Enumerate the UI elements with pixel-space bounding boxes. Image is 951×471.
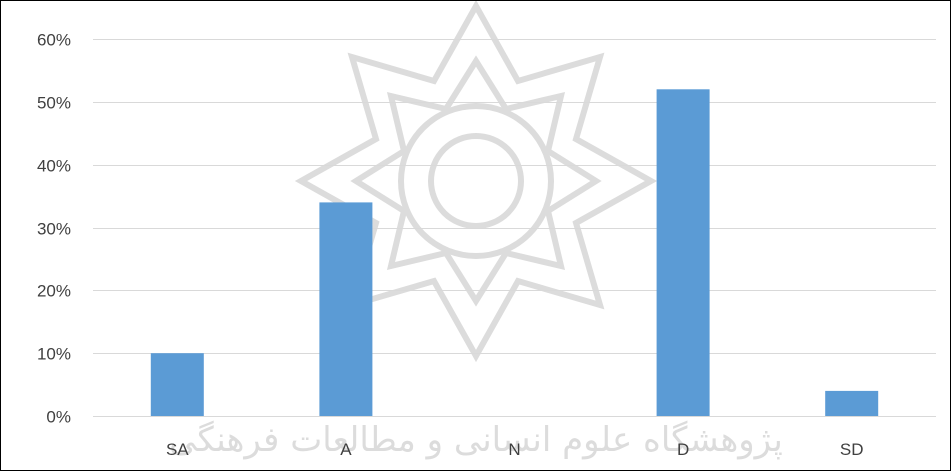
y-tick-label: 10% [37, 345, 71, 364]
x-tick-label-d: D [677, 440, 689, 459]
x-tick-label-sa: SA [166, 440, 189, 459]
y-axis-tick-labels: 0% 10% 20% 30% 40% 50% 60% [37, 31, 71, 427]
y-tick-label: 30% [37, 220, 71, 239]
watermark-text: پژوهشگاه علوم انسانی و مطالعات فرهنگی [169, 420, 783, 460]
y-tick-label: 50% [37, 94, 71, 113]
x-axis-tick-labels: SA A N D SD [166, 440, 864, 459]
bars [150, 89, 879, 417]
watermark-rosette-icon [294, 1, 658, 363]
x-tick-label-n: N [508, 440, 520, 459]
watermark: پژوهشگاه علوم انسانی و مطالعات فرهنگی [169, 1, 783, 460]
bar-d [656, 89, 710, 417]
x-tick-label-sd: SD [840, 440, 864, 459]
gridlines [93, 39, 936, 417]
y-tick-label: 0% [46, 408, 71, 427]
x-tick-label-a: A [340, 440, 352, 459]
y-tick-label: 20% [37, 282, 71, 301]
y-tick-label: 60% [37, 31, 71, 50]
bar-sd [825, 390, 879, 416]
y-tick-label: 40% [37, 157, 71, 176]
bar-a [319, 202, 373, 416]
bar-sa [150, 353, 204, 416]
